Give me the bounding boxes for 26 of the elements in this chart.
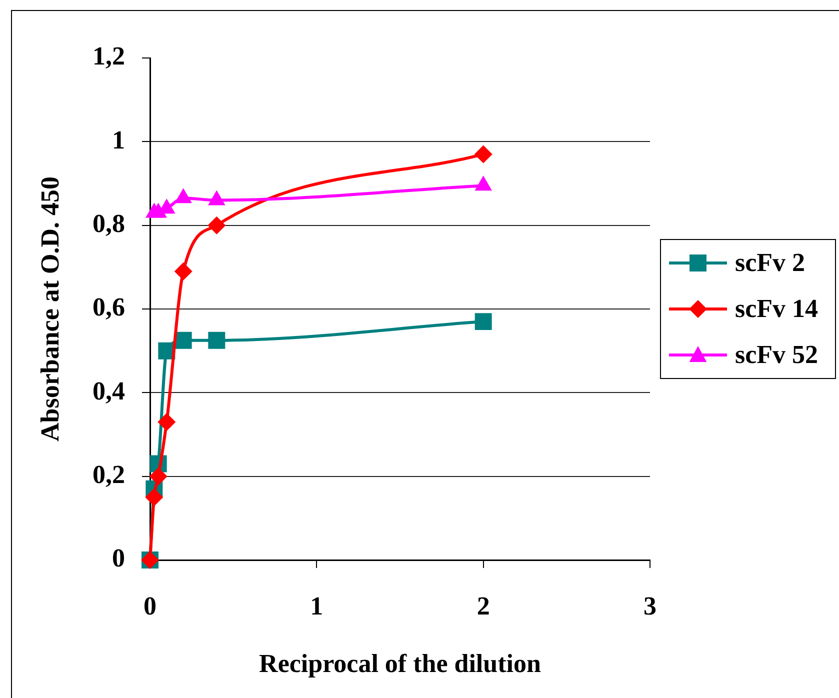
point — [474, 176, 492, 191]
y-axis-title: Absorbance at O.D. 450 — [35, 176, 64, 442]
point — [208, 190, 226, 206]
x-tick-label: 3 — [644, 591, 656, 620]
x-tick-label: 2 — [476, 591, 490, 620]
y-tick-label: 0,2 — [92, 460, 125, 490]
legend-label: scFv 2 — [735, 248, 806, 278]
point — [174, 262, 192, 280]
y-tick-label: 0 — [112, 544, 125, 573]
point — [208, 332, 226, 349]
point — [174, 188, 192, 204]
point — [174, 332, 192, 349]
y-tick-label: 0,6 — [92, 292, 125, 322]
point — [149, 467, 168, 486]
point — [474, 313, 492, 330]
legend-label: scFv 52 — [735, 340, 818, 370]
point — [158, 412, 176, 431]
point — [145, 488, 164, 506]
x-axis-title: Reciprocal of the dilution — [259, 649, 542, 678]
y-tick-label: 1,2 — [92, 42, 125, 71]
x-tick-label: 0 — [144, 591, 156, 620]
y-tick-label: 1 — [112, 125, 125, 154]
y-tick-label: 0,4 — [92, 376, 125, 406]
x-tick-label: 1 — [310, 591, 324, 620]
y-tick-label: 0,8 — [92, 209, 125, 238]
legend-label: scFv 14 — [735, 294, 818, 324]
